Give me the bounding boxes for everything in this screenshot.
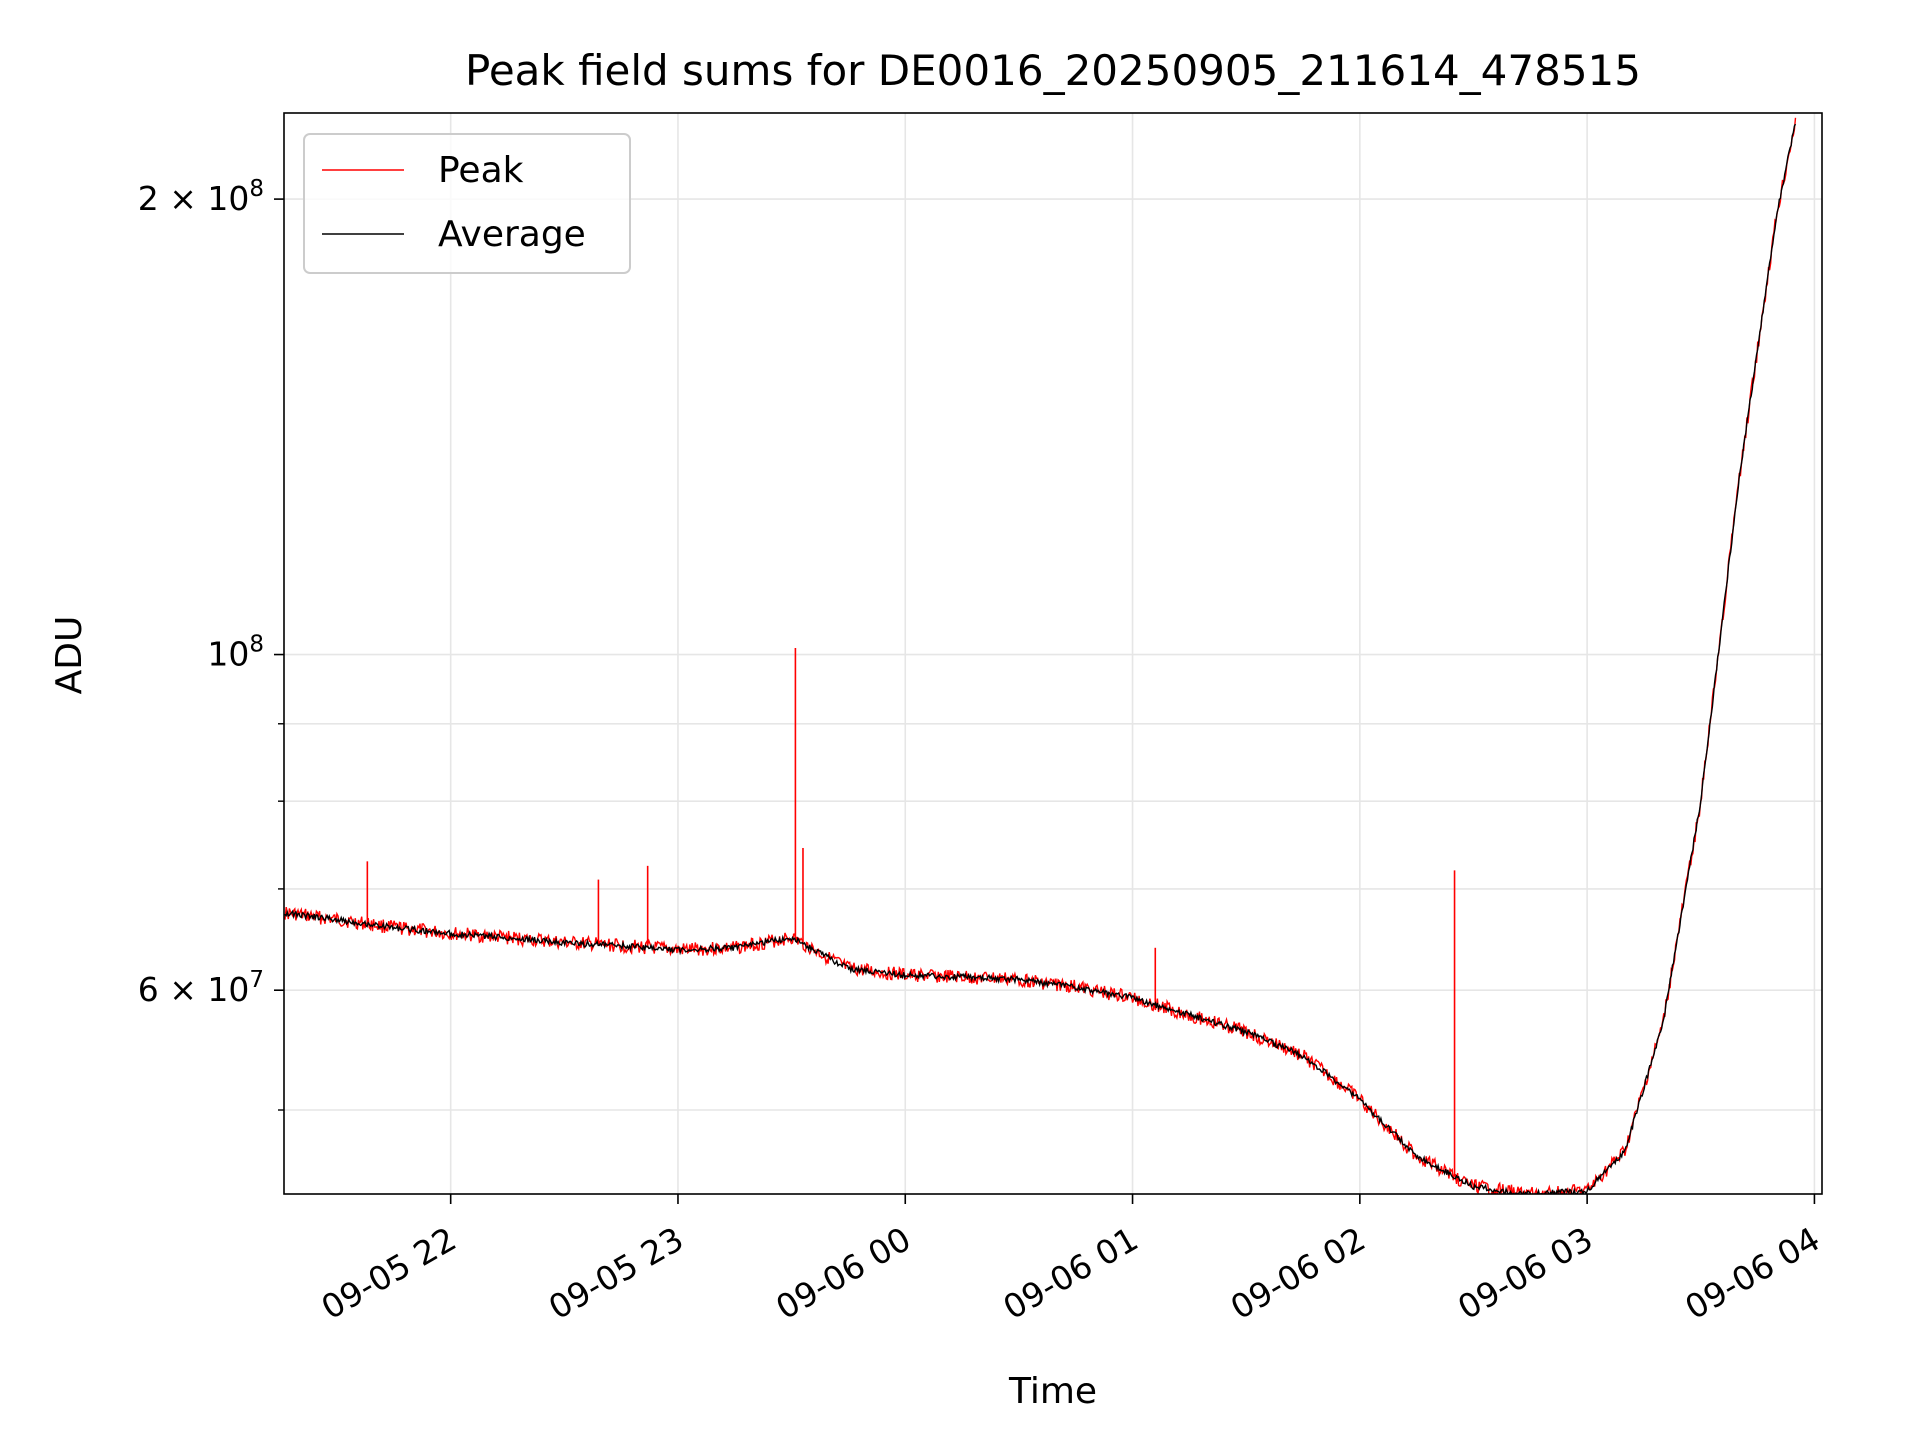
- y-tick-label: 108: [207, 632, 264, 674]
- chart-title: Peak field sums for DE0016_20250905_2116…: [465, 46, 1641, 95]
- legend-label-average: Average: [438, 214, 586, 255]
- y-tick-label: 6 × 107: [138, 967, 264, 1009]
- grid: [284, 113, 1822, 1194]
- series-layer: [284, 117, 1797, 1194]
- plot-area: [284, 117, 1797, 1194]
- y-tick-exponent: 8: [249, 176, 264, 202]
- series-line-average: [284, 123, 1797, 1194]
- y-tick-exponent: 8: [249, 632, 264, 658]
- y-tick-label: 2 × 108: [138, 176, 264, 218]
- legend-box: [303, 133, 631, 274]
- x-axis-label: Time: [1008, 1371, 1097, 1412]
- plot-frame: [283, 112, 1823, 1195]
- legend: Peak Average: [303, 133, 631, 274]
- y-tick-exponent: 7: [249, 967, 264, 993]
- y-tick-base: 6 × 10: [138, 970, 250, 1009]
- y-axis-label: ADU: [49, 616, 90, 695]
- legend-label-peak: Peak: [438, 150, 524, 191]
- y-tick-base: 2 × 10: [138, 179, 250, 218]
- y-tick-base: 10: [207, 635, 249, 674]
- ticks: [274, 198, 1816, 1204]
